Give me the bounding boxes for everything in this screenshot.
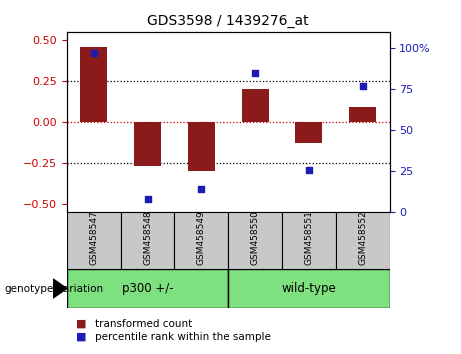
Point [359,83,366,89]
Text: percentile rank within the sample: percentile rank within the sample [95,332,271,342]
Text: GSM458552: GSM458552 [358,211,367,265]
Text: wild-type: wild-type [282,282,336,295]
Polygon shape [53,279,67,298]
Point [251,70,259,76]
Bar [188,122,215,171]
Bar [134,122,161,166]
Bar [67,212,121,269]
Bar [121,212,174,269]
Bar [296,122,322,143]
Point [90,50,97,56]
Text: transformed count: transformed count [95,319,192,329]
Bar [228,212,282,269]
Title: GDS3598 / 1439276_at: GDS3598 / 1439276_at [148,14,309,28]
Point [198,187,205,192]
Text: p300 +/-: p300 +/- [122,282,173,295]
Text: GSM458547: GSM458547 [89,211,98,265]
Bar [242,89,268,122]
Bar [336,212,390,269]
Text: GSM458549: GSM458549 [197,211,206,265]
Bar [282,212,336,269]
Text: GSM458551: GSM458551 [304,210,313,266]
Text: GSM458548: GSM458548 [143,211,152,265]
Bar [228,269,390,308]
Bar [349,107,376,122]
Text: GSM458550: GSM458550 [251,210,260,266]
Text: genotype/variation: genotype/variation [5,284,104,293]
Text: ■: ■ [76,319,87,329]
Text: ■: ■ [76,332,87,342]
Bar [174,212,228,269]
Point [144,196,151,202]
Point [305,167,313,172]
Bar [80,47,107,122]
Bar [67,269,228,308]
